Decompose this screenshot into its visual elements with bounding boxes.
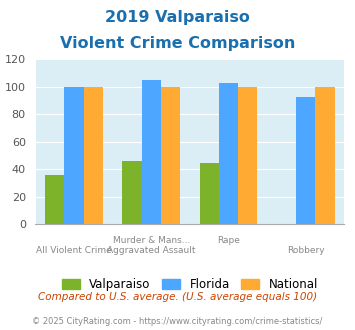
Bar	[45, 175, 65, 224]
Bar	[238, 87, 257, 224]
Legend: Valparaiso, Florida, National: Valparaiso, Florida, National	[62, 278, 318, 291]
Text: 2019 Valparaiso: 2019 Valparaiso	[105, 10, 250, 25]
Bar	[122, 161, 142, 224]
Text: Murder & Mans...: Murder & Mans...	[113, 236, 190, 245]
Bar	[200, 163, 219, 224]
Bar	[142, 80, 161, 224]
Text: All Violent Crime: All Violent Crime	[36, 246, 112, 255]
Bar	[315, 87, 335, 224]
Text: © 2025 CityRating.com - https://www.cityrating.com/crime-statistics/: © 2025 CityRating.com - https://www.city…	[32, 317, 323, 326]
Bar	[65, 87, 84, 224]
Bar	[161, 87, 180, 224]
Text: Violent Crime Comparison: Violent Crime Comparison	[60, 36, 295, 51]
Bar	[296, 97, 315, 224]
Text: Rape: Rape	[217, 236, 240, 245]
Text: Compared to U.S. average. (U.S. average equals 100): Compared to U.S. average. (U.S. average …	[38, 292, 317, 302]
Bar	[84, 87, 103, 224]
Bar	[219, 83, 238, 224]
Text: Robbery: Robbery	[287, 246, 324, 255]
Text: Aggravated Assault: Aggravated Assault	[107, 246, 196, 255]
